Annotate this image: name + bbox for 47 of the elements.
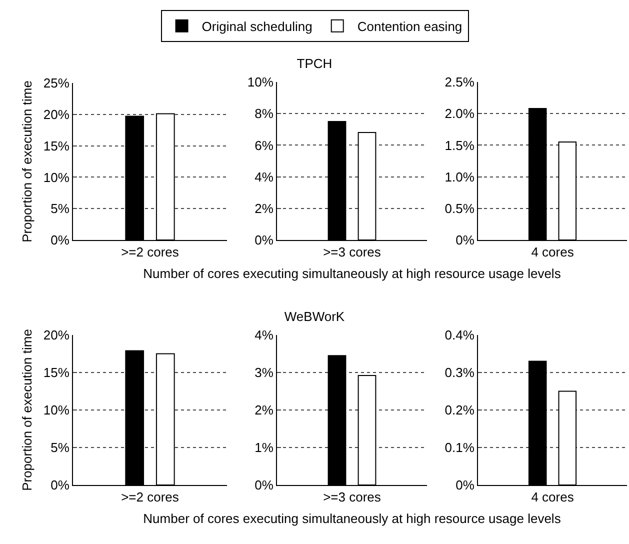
x-axis-title: Number of cores executing simultaneously at high resource usage levels <box>143 511 562 526</box>
y-tick-label: 0% <box>50 232 70 248</box>
y-tick-label: 2.0% <box>444 106 475 122</box>
y-tick-label: 0.2% <box>444 402 475 418</box>
chart-title: TPCH <box>296 56 332 71</box>
y-tick-label: 20% <box>43 328 70 343</box>
y-tick-label: 0.4% <box>444 328 475 343</box>
x-tick-label: >=2 cores <box>121 490 180 505</box>
y-tick-label: 0.3% <box>444 365 475 380</box>
y-tick-label: 1.0% <box>444 169 475 184</box>
y-tick-label: 0% <box>456 478 475 493</box>
legend-label: Contention easing <box>357 18 462 34</box>
y-tick-label: 2% <box>254 402 274 418</box>
y-tick-label: 6% <box>254 138 274 153</box>
y-tick-label: 0.1% <box>444 440 475 456</box>
x-axis-title: Number of cores executing simultaneously at high resource usage levels <box>143 266 562 282</box>
y-tick-label: 25% <box>43 76 70 91</box>
y-tick-label: 2.5% <box>444 74 475 90</box>
chart-title: WeBWorK <box>284 309 345 324</box>
y-tick-label: 1.5% <box>444 138 475 153</box>
x-tick-label: 4 cores <box>531 490 574 505</box>
y-tick-label: 10% <box>247 74 274 90</box>
y-tick-label: 0.5% <box>444 200 475 216</box>
x-tick-label: >=3 cores <box>323 490 382 505</box>
y-tick-label: 8% <box>254 106 274 122</box>
y-tick-label: 4% <box>254 169 274 184</box>
y-tick-label: 0% <box>456 232 475 248</box>
y-axis-title: Proportion of execution time <box>19 80 34 242</box>
y-tick-label: 5% <box>50 440 70 456</box>
y-axis-title: Proportion of execution time <box>19 329 34 491</box>
y-tick-label: 1% <box>254 440 274 456</box>
x-tick-label: >=2 cores <box>121 244 180 260</box>
y-tick-label: 15% <box>43 138 70 154</box>
y-tick-label: 0% <box>254 478 274 493</box>
y-tick-label: 0% <box>50 478 70 493</box>
y-tick-label: 3% <box>254 365 274 380</box>
x-tick-label: 4 cores <box>531 244 574 260</box>
y-tick-label: 4% <box>254 328 274 343</box>
y-tick-label: 10% <box>43 170 70 185</box>
legend-label: Original scheduling <box>202 18 312 34</box>
y-tick-label: 10% <box>43 402 70 418</box>
y-tick-label: 5% <box>50 201 70 216</box>
y-tick-label: 0% <box>254 232 274 248</box>
x-tick-label: >=3 cores <box>323 244 382 260</box>
y-tick-label: 2% <box>254 200 274 216</box>
y-tick-label: 20% <box>43 106 70 122</box>
y-tick-label: 15% <box>43 365 70 380</box>
